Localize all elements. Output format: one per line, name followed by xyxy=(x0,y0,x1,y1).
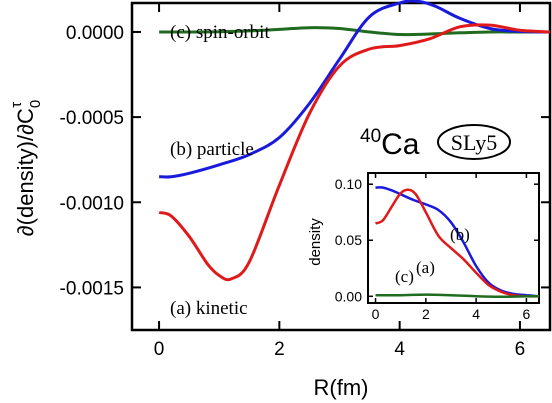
inset-series-line-c xyxy=(375,293,540,299)
main-y-tick-label: -0.0015 xyxy=(60,278,124,299)
force-badge-text: SLy5 xyxy=(451,130,497,155)
inset-y-tick-label: 0.00 xyxy=(335,288,362,304)
main-plot-frame xyxy=(130,1,552,332)
force-badge-outline xyxy=(437,124,511,160)
main-series-line-c-spin-orbit xyxy=(159,26,550,37)
main-y-ticks: 0.0000 -0.0005 -0.0010 -0.0015 xyxy=(60,23,550,299)
nucleus-element: Ca xyxy=(381,128,420,161)
main-x-tick-label: 6 xyxy=(515,339,526,360)
annotation-spin-orbit: (c) spin-orbit xyxy=(170,22,270,43)
inset-x-tick-label: 6 xyxy=(523,306,531,322)
main-x-tick-label: 2 xyxy=(274,339,285,360)
main-y-axis-title: ∂(density)/∂C0τ xyxy=(8,100,44,236)
main-y-tick-label: -0.0010 xyxy=(60,193,124,214)
main-x-tick-label: 0 xyxy=(154,339,165,360)
main-y-tick-label: 0.0000 xyxy=(66,23,124,44)
inset-plot-frame xyxy=(367,172,540,304)
y-axis-title-main: ∂(density)/∂C xyxy=(13,108,38,236)
inset-x-tick-label: 2 xyxy=(422,306,430,322)
inset-series-line-a xyxy=(375,188,540,298)
inset-y-tick-label: 0.05 xyxy=(335,232,362,248)
main-series-group xyxy=(158,0,551,282)
main-x-tick-label: 4 xyxy=(394,339,405,360)
inset-x-tick-label: 4 xyxy=(472,306,480,322)
inset-annotation-a: (a) xyxy=(416,258,435,277)
nucleus-label: 40Ca xyxy=(360,126,420,161)
inset-series-group xyxy=(375,186,540,299)
inset-annotation-b: (b) xyxy=(450,225,470,244)
main-x-axis-title: R(fm) xyxy=(314,375,369,400)
inset-y-axis-title: density xyxy=(307,218,324,266)
nucleus-mass-number: 40 xyxy=(360,126,381,147)
annotation-kinetic: (a) kinetic xyxy=(170,298,248,319)
inset-plot: 0.00 0.05 0.10 0 2 4 6 density (b) (a) (c) xyxy=(307,172,540,322)
main-series-line-a-kinetic xyxy=(158,23,551,282)
main-y-tick-label: -0.0005 xyxy=(60,108,124,129)
annotation-particle: (b) particle xyxy=(170,139,254,160)
y-axis-title-superscript: τ xyxy=(8,102,25,108)
inset-y-ticks: 0.00 0.05 0.10 xyxy=(335,176,539,304)
y-axis-title-subscript: 0 xyxy=(27,100,44,108)
inset-y-tick-label: 0.10 xyxy=(335,176,362,192)
inset-annotation-c: (c) xyxy=(395,267,414,286)
inset-x-ticks: 0 2 4 6 xyxy=(372,173,531,322)
inset-x-tick-label: 0 xyxy=(372,306,380,322)
